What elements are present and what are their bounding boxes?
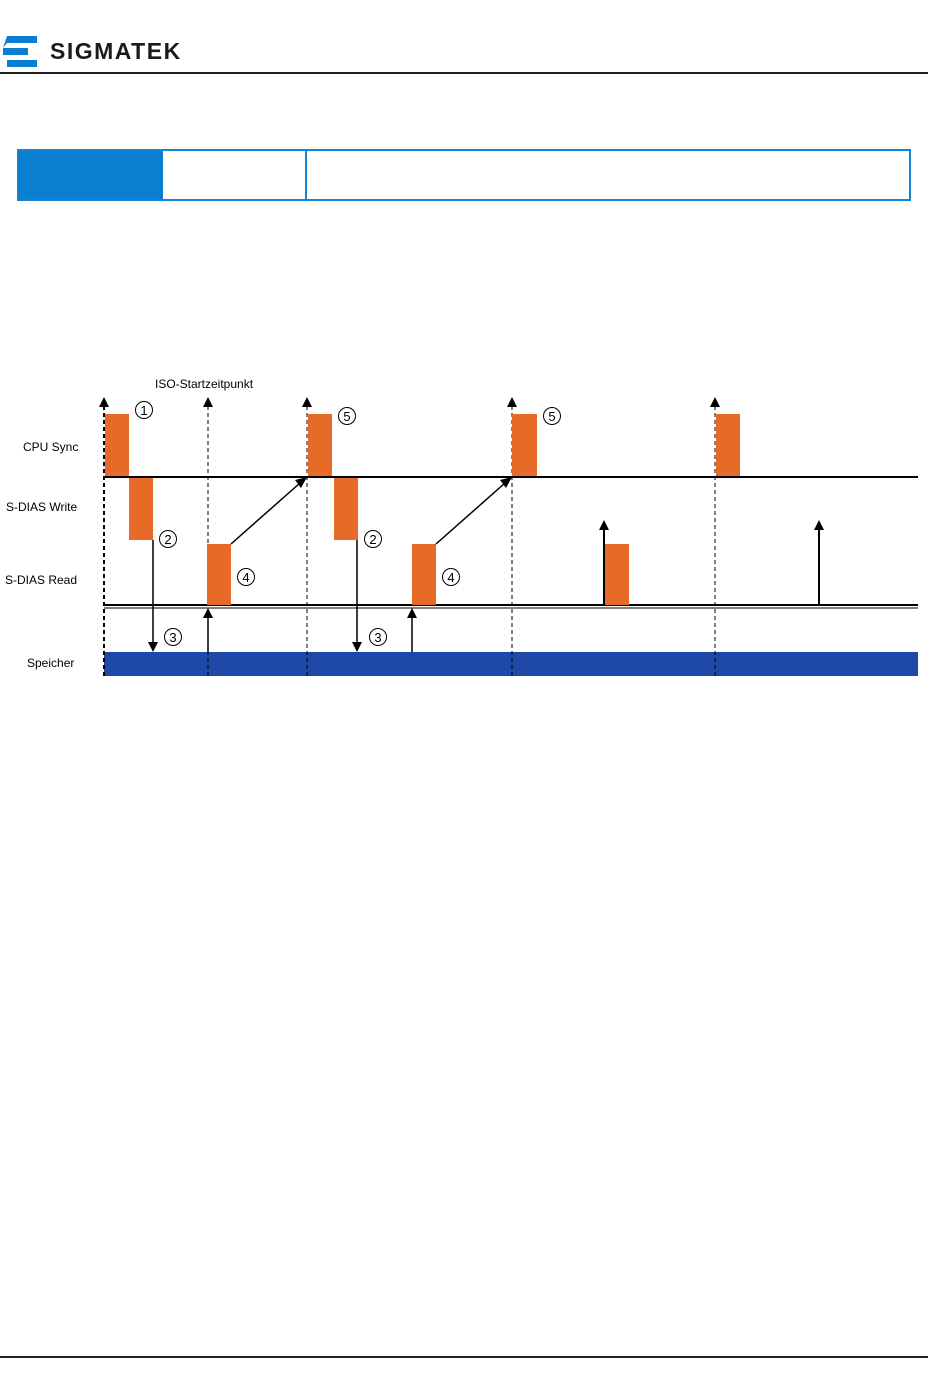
svg-text:4: 4 (242, 570, 249, 585)
cycle-arrow-icon (302, 397, 312, 407)
cpu-sync-pulse (512, 414, 537, 476)
speicher-bar (104, 652, 918, 676)
sdias-write-pulse (334, 478, 358, 540)
info-bar-cell (163, 151, 307, 199)
header-divider (0, 72, 928, 74)
arrow-down-icon (148, 642, 158, 652)
sdias-read-pulse (412, 544, 436, 605)
svg-text:3: 3 (169, 630, 176, 645)
svg-text:5: 5 (548, 409, 555, 424)
marker-1: 1 (135, 401, 153, 419)
marker-2: 2 (364, 530, 382, 548)
info-bar-cell (307, 151, 909, 199)
row-label-speicher: Speicher (27, 656, 74, 670)
svg-text:4: 4 (447, 570, 454, 585)
row-label-cpu-sync: CPU Sync (23, 440, 78, 454)
svg-text:3: 3 (374, 630, 381, 645)
arrow-diagonal-icon (500, 477, 512, 488)
cpu-sync-pulse (716, 414, 740, 476)
marker-5: 5 (338, 407, 356, 425)
section-info-bar (17, 149, 911, 201)
brand-name: SIGMATEK (50, 38, 182, 64)
svg-text:1: 1 (140, 403, 147, 418)
svg-text:2: 2 (164, 532, 171, 547)
row-label-sdias-write: S-DIAS Write (6, 500, 77, 514)
read-to-sync-arrow (435, 482, 506, 545)
marker-3: 3 (164, 628, 182, 646)
cycle-arrow-icon (507, 397, 517, 407)
sdias-read-pulse (605, 544, 629, 605)
arrow-up-icon (599, 520, 609, 530)
sigmatek-logo-icon (3, 36, 37, 67)
info-bar-accent-cell (19, 151, 163, 199)
marker-2: 2 (159, 530, 177, 548)
marker-5: 5 (543, 407, 561, 425)
cycle-arrow-icon (99, 397, 109, 407)
row-label-sdias-read: S-DIAS Read (5, 573, 77, 587)
marker-4: 4 (237, 568, 255, 586)
cpu-sync-pulse (308, 414, 332, 476)
arrow-down-icon (352, 642, 362, 652)
cycle-arrow-icon (203, 397, 213, 407)
marker-3: 3 (369, 628, 387, 646)
diagram-title: ISO-Startzeitpunkt (155, 377, 254, 391)
marker-4: 4 (442, 568, 460, 586)
svg-text:2: 2 (369, 532, 376, 547)
cycle-arrow-icon (710, 397, 720, 407)
arrow-up-icon (203, 608, 213, 618)
read-to-sync-arrow (230, 482, 301, 545)
arrow-up-icon (814, 520, 824, 530)
page-header: SIGMATEK (0, 0, 950, 76)
arrow-diagonal-icon (295, 477, 307, 488)
sdias-write-pulse (129, 478, 153, 540)
cpu-sync-pulse (105, 414, 129, 476)
arrow-up-icon (407, 608, 417, 618)
sdias-read-pulse (207, 544, 231, 605)
svg-text:5: 5 (343, 409, 350, 424)
timing-diagram: ISO-Startzeitpunkt CPU Sync S-DIAS Write… (5, 377, 918, 676)
footer-divider (0, 1356, 928, 1358)
